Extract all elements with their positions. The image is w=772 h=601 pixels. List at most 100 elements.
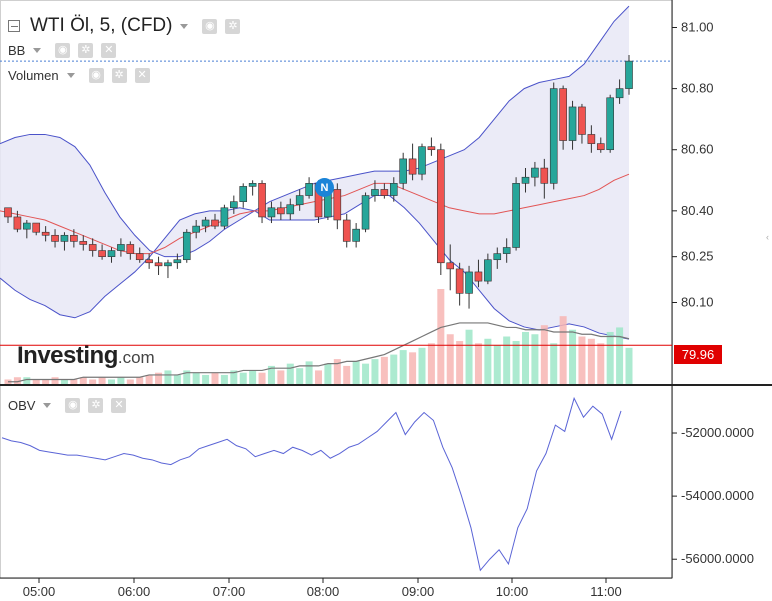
volume-bar <box>390 354 398 384</box>
news-badge[interactable]: N <box>315 178 334 197</box>
close-icon[interactable]: ✕ <box>101 43 117 58</box>
eye-icon[interactable]: ◉ <box>55 43 71 58</box>
candle-body <box>51 234 59 242</box>
bb-fill <box>0 6 629 340</box>
volume-ma-line <box>8 322 630 383</box>
candle-body <box>549 88 558 184</box>
volume-bar <box>296 368 304 384</box>
chevron-down-icon[interactable] <box>33 48 42 53</box>
volume-bar <box>277 370 285 384</box>
candle-body <box>615 88 624 99</box>
volume-bar <box>183 370 191 384</box>
volume-bar <box>465 329 473 384</box>
candle-body <box>145 259 153 264</box>
investing-logo: Investing.com <box>17 342 155 369</box>
bb-legend[interactable]: BB ◉ ✲ ✕ <box>8 43 118 58</box>
volume-bar <box>192 372 200 384</box>
volume-bar <box>371 359 379 384</box>
scroll-handle-icon[interactable]: ‹ <box>766 232 769 242</box>
candle-body <box>465 271 473 294</box>
candle-body <box>380 189 389 196</box>
volume-bar <box>32 379 40 384</box>
volume-bar <box>474 343 482 384</box>
time-tick-label: 11:00 <box>590 584 622 599</box>
candle-body <box>107 250 116 257</box>
obv-label: OBV <box>8 398 36 413</box>
candle-body <box>32 222 41 233</box>
candle-body <box>559 88 567 141</box>
bb-lower-line <box>0 195 630 340</box>
collapse-icon[interactable] <box>8 20 20 32</box>
chevron-down-icon[interactable] <box>43 403 52 408</box>
candle-body <box>568 106 577 141</box>
instrument-title: WTI Öl, 5, (CFD) <box>30 15 173 36</box>
candle-body <box>277 207 285 215</box>
volume-legend[interactable]: Volumen ◉ ✲ ✕ <box>8 68 152 83</box>
volume-bar <box>286 363 294 384</box>
close-icon[interactable]: ✕ <box>134 68 150 83</box>
volume-bar <box>503 336 511 384</box>
candle-body <box>531 167 539 178</box>
candle-body <box>606 97 614 151</box>
chevron-down-icon[interactable] <box>180 23 189 29</box>
candle-body <box>201 219 210 227</box>
volume-bar <box>550 343 558 384</box>
volume-bar <box>126 379 134 384</box>
candle-body <box>399 158 407 184</box>
candle-body <box>23 222 31 230</box>
volume-bar <box>202 374 210 384</box>
obv-legend[interactable]: OBV ◉ ✲ ✕ <box>8 398 128 413</box>
gear-icon[interactable]: ✲ <box>111 68 127 83</box>
price-tick-label: 80.80 <box>681 81 714 96</box>
candle-body <box>4 207 12 218</box>
bb-upper-line <box>0 5 630 258</box>
candle-body <box>164 262 172 267</box>
candle-body <box>352 228 360 242</box>
chevron-down-icon[interactable] <box>66 73 75 78</box>
time-tick-label: 07:00 <box>213 584 246 599</box>
time-tick-label: 08:00 <box>307 584 340 599</box>
volume-bar <box>70 379 78 384</box>
candle-body <box>286 204 295 215</box>
volume-bar <box>239 372 247 384</box>
volume-bar <box>155 372 163 384</box>
volume-bar <box>437 289 445 384</box>
gear-icon[interactable]: ✲ <box>78 43 94 58</box>
volume-bar <box>230 370 238 384</box>
candle-body <box>79 241 88 245</box>
candle-body <box>342 219 351 242</box>
candle-body <box>493 253 502 261</box>
volume-bar <box>484 338 492 384</box>
volume-bar <box>324 363 332 384</box>
volume-bar <box>89 379 97 384</box>
instrument-legend[interactable]: WTI Öl, 5, (CFD) ◉ ✲ <box>8 15 242 37</box>
volume-bar <box>60 379 68 384</box>
eye-icon[interactable]: ◉ <box>65 398 81 413</box>
gear-icon[interactable]: ✲ <box>225 18 241 34</box>
candle-body <box>446 262 455 270</box>
volume-label: Volumen <box>8 68 59 83</box>
candle-body <box>455 268 464 294</box>
candle-body <box>512 183 520 248</box>
candle-body <box>333 189 342 221</box>
eye-icon[interactable]: ◉ <box>202 18 218 34</box>
candle-body <box>41 231 50 236</box>
eye-icon[interactable]: ◉ <box>88 68 104 83</box>
volume-bar <box>597 343 605 384</box>
volume-bar <box>559 316 567 384</box>
candle-body <box>625 60 633 89</box>
candle-body <box>13 216 22 230</box>
volume-bar <box>606 331 614 384</box>
close-icon[interactable]: ✕ <box>111 398 127 413</box>
volume-bar <box>305 361 313 384</box>
candle-body <box>596 143 605 151</box>
plot-frame <box>0 0 772 579</box>
gear-icon[interactable]: ✲ <box>88 398 104 413</box>
bb-middle-line <box>0 173 630 255</box>
candle-body <box>474 271 483 282</box>
candle-body <box>305 183 313 196</box>
candle-body <box>427 146 436 151</box>
price-tick-label: 80.25 <box>681 249 714 264</box>
volume-bar <box>522 331 529 384</box>
